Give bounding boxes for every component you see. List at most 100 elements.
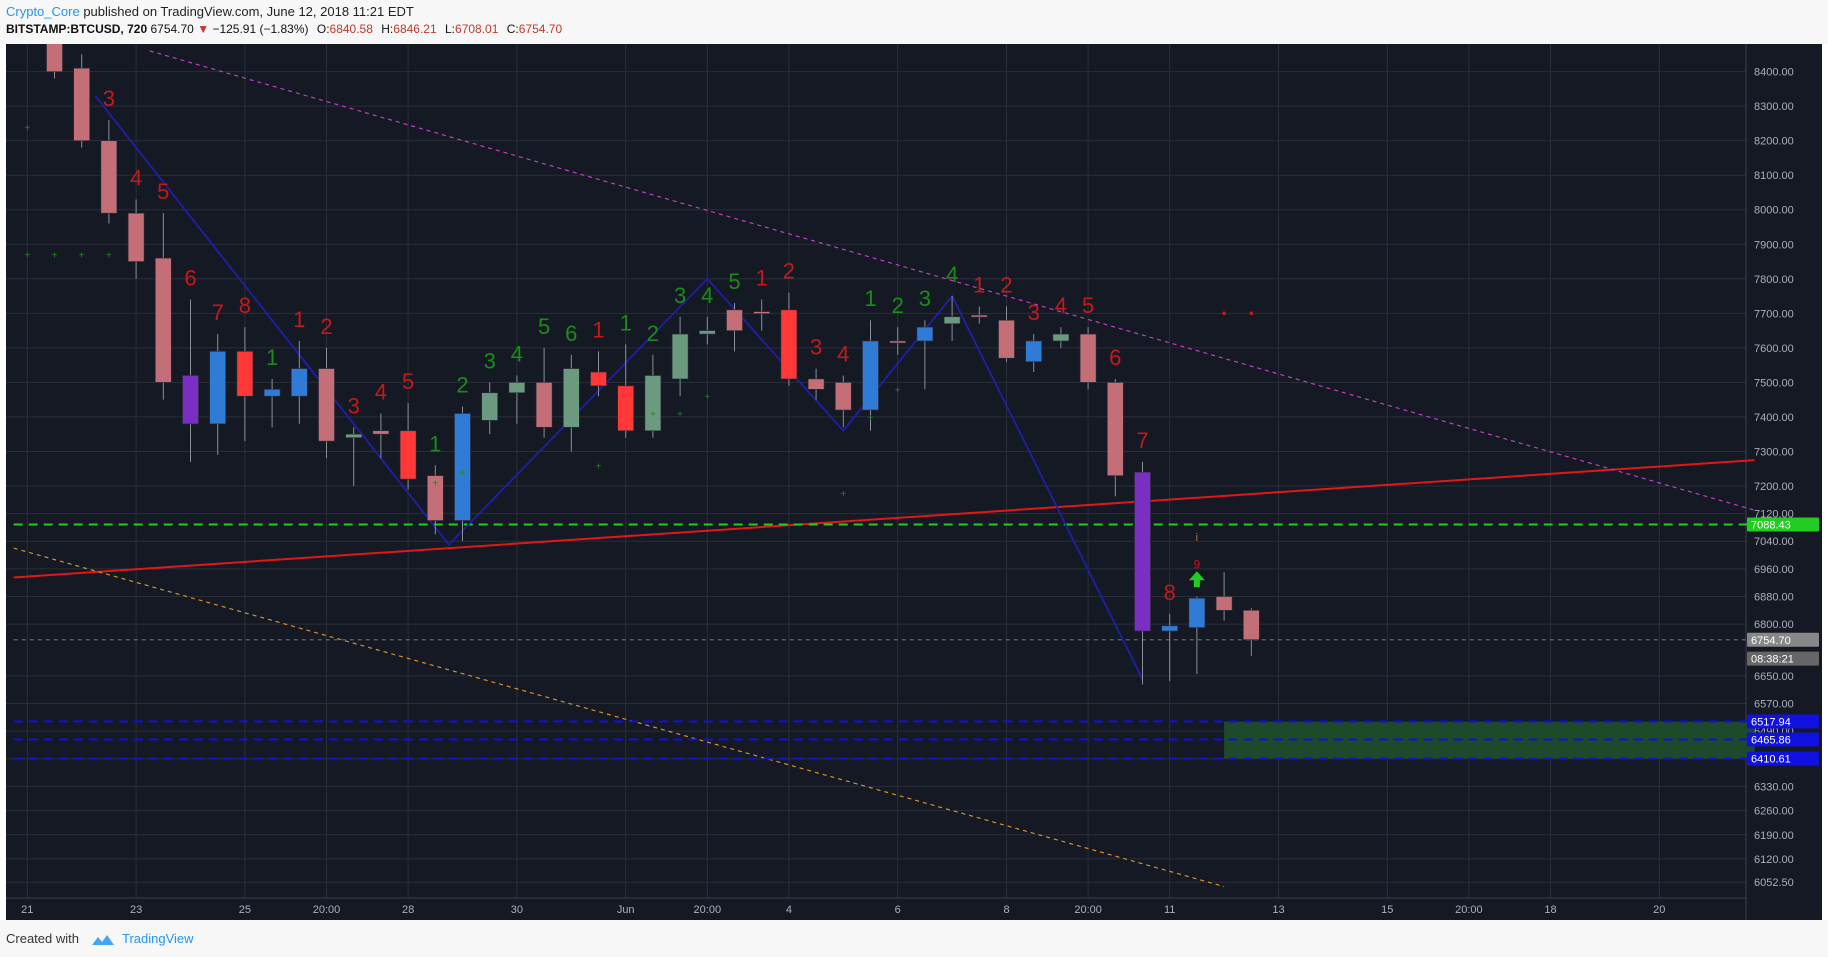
- setup-mark: +: [106, 251, 112, 262]
- candle-body[interactable]: [345, 433, 363, 438]
- x-tick-label: 30: [511, 904, 523, 916]
- price-axis[interactable]: [1746, 44, 1822, 920]
- setup-mark: +: [677, 409, 683, 420]
- sequential-count: 4: [375, 379, 387, 404]
- candle-body[interactable]: [127, 212, 145, 262]
- candle-body[interactable]: [372, 430, 390, 435]
- candle-body[interactable]: [889, 340, 907, 344]
- x-tick-label: 13: [1272, 904, 1284, 916]
- candle-body[interactable]: [155, 257, 172, 383]
- price-chart[interactable]: 21 23 25 20:00 28 30 Jun 20:00 4 6 8 20:00 11 13 15 20:…: [6, 44, 1822, 920]
- magenta-trendline[interactable]: [149, 50, 1755, 511]
- open-label: O:: [316, 22, 330, 36]
- candle-body[interactable]: [426, 475, 444, 521]
- x-tick-label: 20: [1653, 904, 1665, 916]
- candle-body[interactable]: [290, 368, 308, 397]
- created-with: Created with TradingView: [6, 931, 194, 947]
- tradingview-link[interactable]: TradingView: [122, 931, 194, 946]
- tradingview-logo-icon[interactable]: [91, 933, 115, 947]
- candle-body[interactable]: [508, 382, 526, 394]
- candle-body[interactable]: [236, 351, 254, 397]
- candle-body[interactable]: [399, 430, 417, 480]
- sequential-count: 2: [1000, 272, 1012, 297]
- setup-mark: +: [895, 385, 901, 396]
- sequential-count: 3: [674, 283, 686, 308]
- candle-body[interactable]: [698, 330, 716, 335]
- sequential-count: 3: [1028, 300, 1040, 325]
- candle-body[interactable]: [1025, 340, 1043, 362]
- candle-body[interactable]: [1107, 382, 1124, 476]
- candle-body[interactable]: [1215, 596, 1233, 611]
- sequential-count: 2: [647, 321, 659, 346]
- price-label: 08:38:21: [1751, 654, 1794, 666]
- candle-body[interactable]: [1079, 333, 1097, 383]
- x-tick-label: 20:00: [313, 904, 341, 916]
- sequential-count: 1: [429, 431, 441, 456]
- candle-body[interactable]: [182, 375, 199, 425]
- candle-body[interactable]: [73, 67, 90, 141]
- candle-body[interactable]: [1052, 333, 1070, 342]
- candle-body[interactable]: [318, 368, 335, 442]
- candle-body[interactable]: [535, 382, 553, 428]
- candle-body[interactable]: [454, 413, 471, 521]
- y-tick-label: 6330.00: [1754, 781, 1794, 793]
- chart-container[interactable]: 21 23 25 20:00 28 30 Jun 20:00 4 6 8 20:00 11 13 15 20:…: [6, 44, 1822, 920]
- y-tick-label: 6190.00: [1754, 830, 1794, 842]
- symbol-label[interactable]: BITSTAMP:BTCUSD, 720: [6, 22, 148, 36]
- candle-body[interactable]: [753, 311, 771, 314]
- y-tick-label: 7500.00: [1754, 377, 1794, 389]
- setup-mark: +: [24, 251, 30, 262]
- candle-body[interactable]: [617, 385, 635, 432]
- y-tick-label: 7300.00: [1754, 446, 1794, 458]
- candle-body[interactable]: [862, 340, 879, 411]
- author-link[interactable]: Crypto_Core: [6, 4, 80, 19]
- candle-body[interactable]: [1243, 610, 1260, 640]
- candle-body[interactable]: [834, 382, 852, 411]
- x-tick-label: 25: [239, 904, 251, 916]
- candle-body[interactable]: [644, 375, 662, 432]
- candle-body[interactable]: [726, 309, 743, 331]
- price-label: 6754.70: [1751, 635, 1791, 647]
- price-change: −125.91 (−1.83%): [212, 22, 309, 36]
- candle-body[interactable]: [46, 44, 63, 72]
- candle-body[interactable]: [1134, 471, 1151, 632]
- y-tick-label: 7600.00: [1754, 343, 1794, 355]
- up-arrow-icon: [1188, 571, 1205, 588]
- candle-body[interactable]: [263, 389, 281, 397]
- open-value: 6840.58: [329, 22, 373, 36]
- red-trendline[interactable]: [13, 459, 1755, 579]
- x-tick-label: 11: [1164, 904, 1175, 916]
- x-tick-label: 18: [1544, 904, 1556, 916]
- x-tick-label: 15: [1381, 904, 1393, 916]
- candle-body[interactable]: [562, 368, 580, 428]
- y-tick-label: 6052.50: [1754, 877, 1794, 889]
- sequential-count: 3: [348, 393, 360, 418]
- candle-body[interactable]: [807, 378, 825, 390]
- sequential-count: 4: [1055, 293, 1067, 318]
- candle-body[interactable]: [780, 309, 798, 380]
- y-tick-label: 7700.00: [1754, 308, 1794, 320]
- annotation-text: i: [1196, 532, 1198, 544]
- candle-body[interactable]: [209, 351, 226, 425]
- sequential-count: 6: [184, 266, 196, 291]
- x-tick-label: 20:00: [694, 904, 722, 916]
- y-tick-label: 6120.00: [1754, 854, 1794, 866]
- wave-pattern-line[interactable]: [94, 95, 1144, 680]
- candle-body[interactable]: [100, 140, 118, 214]
- candle-body[interactable]: [671, 333, 689, 380]
- candle-body[interactable]: [1188, 597, 1206, 628]
- setup-mark: +: [840, 489, 846, 500]
- close-value: 6754.70: [518, 22, 563, 36]
- y-tick-label: 6960.00: [1754, 564, 1794, 576]
- candle-body[interactable]: [943, 316, 961, 324]
- candle-body[interactable]: [916, 326, 934, 342]
- plot-area[interactable]: [6, 44, 1746, 920]
- candle-body[interactable]: [590, 371, 607, 387]
- candle-body[interactable]: [1161, 625, 1178, 632]
- candle-body[interactable]: [481, 392, 499, 421]
- candle-body[interactable]: [998, 319, 1015, 359]
- orange-trendline[interactable]: [13, 547, 1225, 888]
- sequential-count: 4: [701, 283, 713, 308]
- candle-body[interactable]: [970, 314, 988, 318]
- setup-mark: +: [52, 251, 58, 262]
